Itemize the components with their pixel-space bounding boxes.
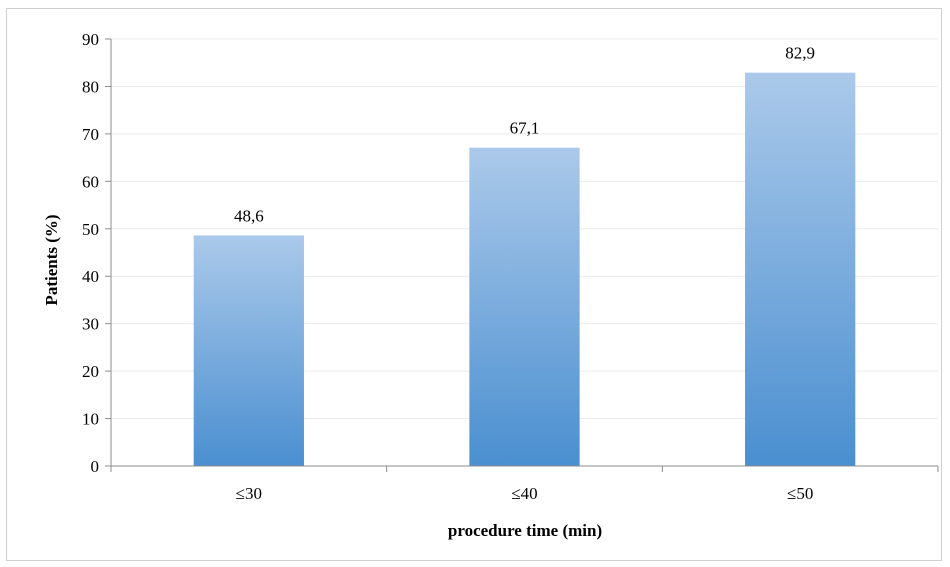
bar-value-label: 48,6 [234, 206, 264, 225]
y-tick-label: 10 [82, 410, 99, 429]
y-tick-label: 0 [91, 457, 100, 476]
x-axis-title: procedure time (min) [448, 521, 602, 540]
y-tick-label: 90 [82, 30, 99, 49]
y-tick-label: 80 [82, 77, 99, 96]
labels: 0 10 20 30 40 50 60 70 80 90 48,6 ≤30 67,1 ≤40 82,9 ≤50 [82, 30, 815, 503]
bar [745, 72, 856, 467]
y-axis-title: Patients (%) [42, 214, 61, 305]
bar-value-label: 67,1 [510, 119, 540, 138]
y-tick-label: 70 [82, 125, 99, 144]
bar-value-label: 82,9 [785, 44, 815, 63]
y-tick-label: 60 [82, 172, 99, 191]
bars [193, 72, 856, 467]
x-tick-label: ≤50 [787, 484, 813, 503]
bar [193, 235, 304, 466]
y-tick-label: 30 [82, 315, 99, 334]
y-tick-label: 50 [82, 220, 99, 239]
x-tick-label: ≤30 [236, 484, 262, 503]
bar [469, 147, 580, 467]
y-tick-label: 20 [82, 362, 99, 381]
y-tick-label: 40 [82, 267, 99, 286]
axes [105, 38, 939, 472]
x-tick-label: ≤40 [511, 484, 537, 503]
